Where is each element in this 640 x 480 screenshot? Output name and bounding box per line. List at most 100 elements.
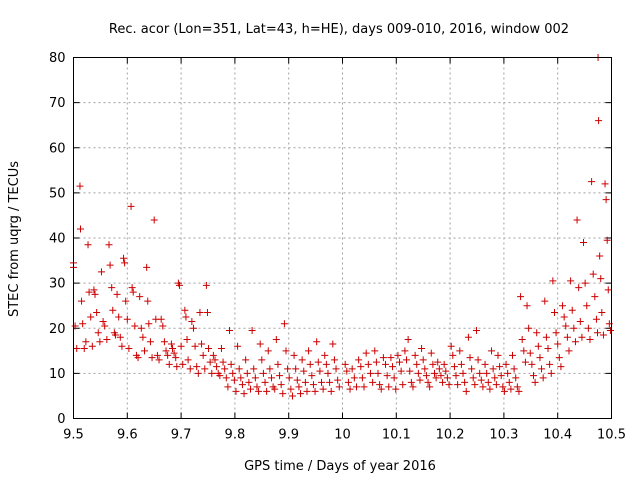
data-point [374, 369, 382, 377]
data-point [267, 374, 275, 382]
data-point [594, 329, 602, 337]
data-point [184, 356, 192, 364]
data-point [196, 308, 204, 316]
data-point [481, 360, 489, 368]
data-point [488, 347, 496, 355]
data-point [492, 381, 500, 389]
data-point [213, 363, 221, 371]
data-point [217, 345, 225, 353]
data-point [411, 351, 419, 359]
data-point [134, 354, 142, 362]
data-point [526, 349, 534, 357]
data-point [182, 313, 190, 321]
data-point [73, 345, 81, 353]
data-point [256, 340, 264, 348]
data-point [589, 270, 597, 278]
data-point [474, 356, 482, 364]
data-point [125, 345, 133, 353]
data-point [76, 182, 84, 190]
data-point [343, 367, 351, 375]
data-point [332, 365, 340, 373]
data-point [90, 286, 98, 294]
data-point [148, 354, 156, 362]
data-point [211, 356, 219, 364]
data-point [544, 345, 552, 353]
x-tick-label: 10.4 [543, 428, 572, 443]
data-point [424, 378, 432, 386]
data-point [240, 390, 248, 398]
data-point [562, 322, 570, 330]
data-point [155, 356, 163, 364]
data-point [457, 360, 465, 368]
data-point [529, 372, 537, 380]
data-point [109, 306, 117, 314]
data-point [523, 302, 531, 310]
data-point [531, 378, 539, 386]
data-point [318, 378, 326, 386]
data-point [512, 374, 520, 382]
data-point [162, 347, 170, 355]
data-point [189, 324, 197, 332]
data-point [592, 315, 600, 323]
data-point [418, 345, 426, 353]
data-point [588, 178, 596, 186]
data-point [484, 378, 492, 386]
data-point [111, 331, 119, 339]
data-point [505, 378, 513, 386]
data-point [552, 329, 560, 337]
data-point [591, 293, 599, 301]
data-point [78, 297, 86, 305]
data-point [443, 374, 451, 382]
data-point [219, 358, 227, 366]
data-point [293, 376, 301, 384]
data-point [282, 347, 290, 355]
data-point [167, 340, 175, 348]
data-point [258, 356, 266, 364]
data-point [536, 354, 544, 362]
data-point [603, 236, 611, 244]
data-point [497, 372, 505, 380]
data-point [565, 347, 573, 355]
data-point [496, 363, 504, 371]
data-point [216, 372, 224, 380]
data-point [573, 216, 581, 224]
data-point [96, 338, 104, 346]
data-point [414, 369, 422, 377]
data-point [255, 387, 263, 395]
data-point [554, 340, 562, 348]
data-point [546, 360, 554, 368]
data-point [199, 351, 207, 359]
data-point [500, 387, 508, 395]
data-point [160, 338, 168, 346]
data-point [80, 345, 88, 353]
data-point [209, 351, 217, 359]
data-point [534, 342, 542, 350]
data-point [563, 333, 571, 341]
data-point [454, 381, 462, 389]
data-point [279, 390, 287, 398]
data-point [327, 387, 335, 395]
data-point [334, 376, 342, 384]
data-point [520, 347, 528, 355]
data-point [84, 241, 92, 249]
data-point [321, 351, 329, 359]
data-point [606, 327, 614, 335]
data-point [407, 378, 415, 386]
data-point [234, 342, 242, 350]
data-point [350, 374, 358, 382]
data-point [76, 225, 84, 233]
data-point [208, 369, 216, 377]
data-point [357, 363, 365, 371]
data-point [581, 279, 589, 287]
x-tick-label: 9.6 [117, 428, 138, 443]
data-point [105, 241, 113, 249]
data-point [486, 385, 494, 393]
data-point [242, 356, 250, 364]
data-point [128, 284, 136, 292]
data-point [557, 363, 565, 371]
data-point [360, 383, 368, 391]
data-point [599, 331, 607, 339]
data-point [324, 369, 332, 377]
